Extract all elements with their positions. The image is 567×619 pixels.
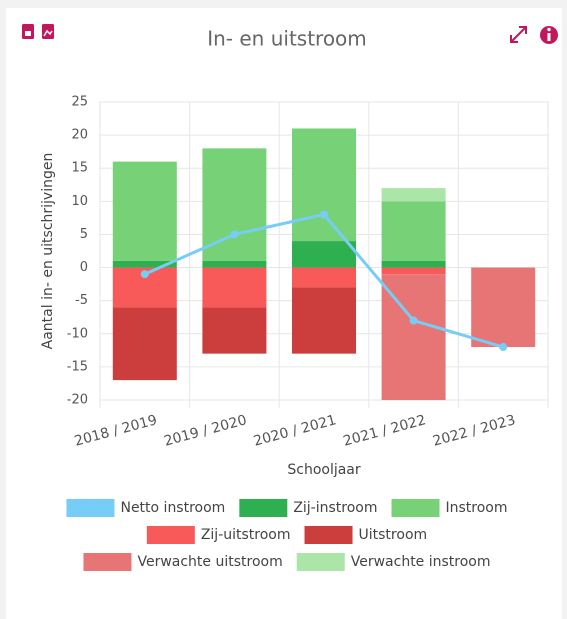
info-icon[interactable] (540, 26, 558, 44)
bar-segment (381, 267, 446, 275)
line-point (320, 210, 328, 219)
legend-swatch (146, 526, 195, 544)
y-axis-title: Aantal in- en uitschrijvingen (40, 153, 56, 350)
bar-segment (292, 128, 356, 242)
bar-segment (292, 267, 356, 288)
bar-segment (202, 260, 267, 268)
y-tick-label: 15 (71, 161, 88, 176)
line-point (230, 230, 239, 239)
legend-item: Verwachte instroom (296, 553, 491, 571)
bar-segment (381, 188, 446, 202)
bar-segment (381, 201, 446, 261)
legend-label: Netto instroom (120, 500, 225, 516)
y-tick-label: 0 (80, 260, 88, 275)
export-icons[interactable] (22, 24, 54, 39)
y-tick-label: 25 (71, 95, 88, 110)
legend-label: Instroom (446, 500, 508, 516)
legend-swatch (391, 499, 440, 517)
bar-segment (112, 260, 177, 268)
bar-segment (381, 260, 446, 268)
legend-item: Zij-instroom (239, 499, 378, 517)
legend-item: Verwachte uitstroom (83, 553, 283, 571)
legend-swatch (296, 553, 345, 571)
legend-label: Uitstroom (359, 527, 428, 543)
y-tick-label: -5 (75, 293, 88, 308)
legend-swatch (66, 499, 115, 517)
bar-segment (112, 161, 177, 261)
legend-item: Instroom (391, 499, 508, 517)
legend-label: Verwachte instroom (351, 554, 491, 570)
bar-segment (471, 267, 536, 348)
x-axis-title: Schooljaar (287, 462, 361, 478)
y-tick-label: 5 (80, 227, 88, 242)
y-tick-label: 20 (71, 128, 88, 143)
bar-segment (292, 287, 356, 354)
legend-label: Verwachte uitstroom (137, 554, 282, 570)
legend-swatch (304, 526, 353, 544)
legend-label: Zij-uitstroom (201, 527, 291, 543)
legend-item: Uitstroom (304, 526, 428, 544)
y-tick-label: -10 (67, 326, 88, 341)
bar-segment (112, 307, 177, 381)
chart-title: In- en uitstroom (207, 27, 367, 51)
legend-swatch (239, 499, 288, 517)
legend-item: Netto instroom (66, 499, 225, 517)
line-point (499, 343, 508, 352)
legend-item: Zij-uitstroom (146, 526, 291, 544)
legend-swatch (83, 553, 132, 571)
y-tick-label: -20 (67, 393, 88, 408)
card (6, 8, 562, 619)
legend-label: Zij-instroom (293, 500, 377, 516)
y-tick-label: 10 (71, 194, 88, 209)
expand-icon[interactable] (510, 26, 527, 43)
bar-segment (202, 267, 267, 308)
line-point (140, 270, 149, 279)
y-tick-label: -15 (67, 359, 88, 374)
bar-segment (202, 148, 267, 261)
line-point (409, 316, 418, 325)
bar-segment (292, 241, 356, 268)
bar-segment (202, 307, 267, 354)
